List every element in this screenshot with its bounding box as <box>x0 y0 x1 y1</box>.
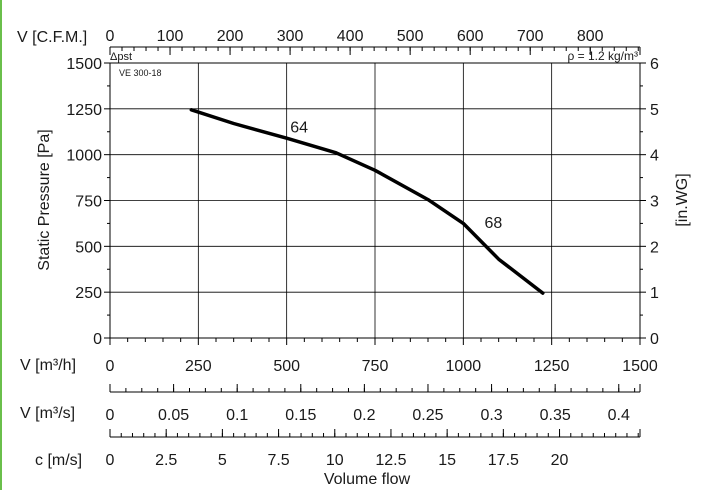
m3s-tick-label: 0.4 <box>608 407 630 424</box>
velocity-tick-label: 15 <box>438 452 456 469</box>
m3s-tick-label: 0.15 <box>285 407 316 424</box>
cfm-tick-label: 700 <box>517 28 544 45</box>
x-axis-title: Volume flow <box>324 471 411 488</box>
m3h-axis-label: V [m³/h] <box>20 357 76 374</box>
cfm-axis-label: V [C.F.M.] <box>17 29 87 46</box>
dp-label: Δpst <box>110 51 132 63</box>
m3s-tick-label: 0.05 <box>158 407 189 424</box>
velocity-tick-label: 10 <box>326 452 344 469</box>
cfm-tick-label: 100 <box>157 28 184 45</box>
x-tick-label: 750 <box>362 358 389 375</box>
m3s-tick-label: 0.35 <box>540 407 571 424</box>
x-tick-label: 250 <box>185 358 212 375</box>
velocity-tick-label: 17.5 <box>488 452 519 469</box>
y-tick-label: 500 <box>75 239 102 256</box>
curve-annotation: 68 <box>485 215 503 232</box>
y2-tick-label: 5 <box>650 102 659 119</box>
m3s-tick-label: 0.2 <box>353 407 375 424</box>
y-tick-label: 1000 <box>66 148 102 165</box>
m3s-tick-label: 0.25 <box>412 407 443 424</box>
x-tick-label: 1500 <box>622 358 658 375</box>
fan-curve-line <box>189 108 545 295</box>
y-tick-label: 1500 <box>66 56 102 73</box>
y2-tick-label: 6 <box>650 56 659 73</box>
velocity-tick-label: 12.5 <box>375 452 406 469</box>
velocity-tick-label: 2.5 <box>155 452 177 469</box>
y2-tick-label: 1 <box>650 285 659 302</box>
velocity-axis-label: c [m/s] <box>35 452 82 469</box>
x-tick-label: 0 <box>106 358 115 375</box>
x-tick-label: 1000 <box>446 358 482 375</box>
y-axis-title: Static Pressure [Pa] <box>36 129 53 270</box>
y2-tick-label: 3 <box>650 194 659 211</box>
x-tick-label: 1250 <box>534 358 570 375</box>
y-tick-label: 750 <box>75 194 102 211</box>
model-label: VE 300-18 <box>119 68 162 78</box>
y2-tick-label: 0 <box>650 331 659 348</box>
cfm-tick-label: 300 <box>277 28 304 45</box>
y-tick-label: 250 <box>75 285 102 302</box>
m3s-tick-label: 0 <box>106 407 115 424</box>
cfm-tick-label: 800 <box>577 28 604 45</box>
velocity-tick-label: 7.5 <box>267 452 289 469</box>
cfm-tick-label: 200 <box>217 28 244 45</box>
m3s-tick-label: 0.3 <box>480 407 502 424</box>
velocity-tick-label: 20 <box>551 452 569 469</box>
m3s-tick-label: 0.1 <box>226 407 248 424</box>
y-tick-label: 1250 <box>66 102 102 119</box>
velocity-tick-label: 5 <box>218 452 227 469</box>
m3s-axis-label: V [m³/s] <box>20 405 75 422</box>
cfm-tick-label: 500 <box>397 28 424 45</box>
density-label: ρ = 1.2 kg/m³ <box>567 49 638 63</box>
x-tick-label: 500 <box>273 358 300 375</box>
y2-tick-label: 2 <box>650 239 659 256</box>
grid-lines <box>110 63 640 338</box>
y2-axis-title: [in.WG] <box>674 173 691 226</box>
curve-layer: 64 68 <box>189 108 545 295</box>
y2-tick-label: 4 <box>650 148 659 165</box>
curve-annotation: 64 <box>290 120 308 137</box>
velocity-tick-label: 0 <box>106 452 115 469</box>
cfm-tick-label: 0 <box>106 28 115 45</box>
y-tick-label: 0 <box>93 331 102 348</box>
cfm-tick-label: 600 <box>457 28 484 45</box>
cfm-tick-label: 400 <box>337 28 364 45</box>
